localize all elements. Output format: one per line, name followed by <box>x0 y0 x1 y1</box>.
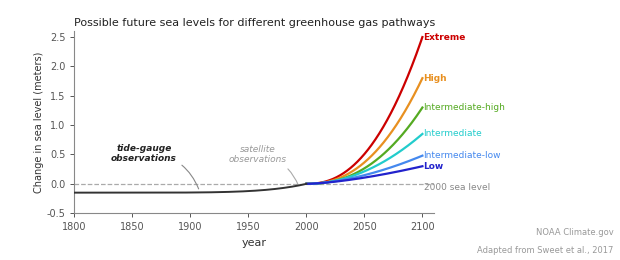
X-axis label: year: year <box>242 238 267 248</box>
Text: NOAA Climate.gov: NOAA Climate.gov <box>536 228 614 237</box>
Text: Low: Low <box>423 162 444 171</box>
Text: tide-gauge
observations: tide-gauge observations <box>111 144 198 189</box>
Text: Extreme: Extreme <box>423 32 466 42</box>
Text: Intermediate: Intermediate <box>423 129 482 138</box>
Text: High: High <box>423 74 447 83</box>
Text: 2000 sea level: 2000 sea level <box>423 184 490 192</box>
Text: Possible future sea levels for different greenhouse gas pathways: Possible future sea levels for different… <box>74 18 436 28</box>
Y-axis label: Change in sea level (meters): Change in sea level (meters) <box>33 51 44 193</box>
Text: Intermediate-high: Intermediate-high <box>423 103 505 112</box>
Text: Intermediate-low: Intermediate-low <box>423 151 501 160</box>
Text: satellite
observations: satellite observations <box>229 145 298 185</box>
Text: Adapted from Sweet et al., 2017: Adapted from Sweet et al., 2017 <box>477 246 614 255</box>
